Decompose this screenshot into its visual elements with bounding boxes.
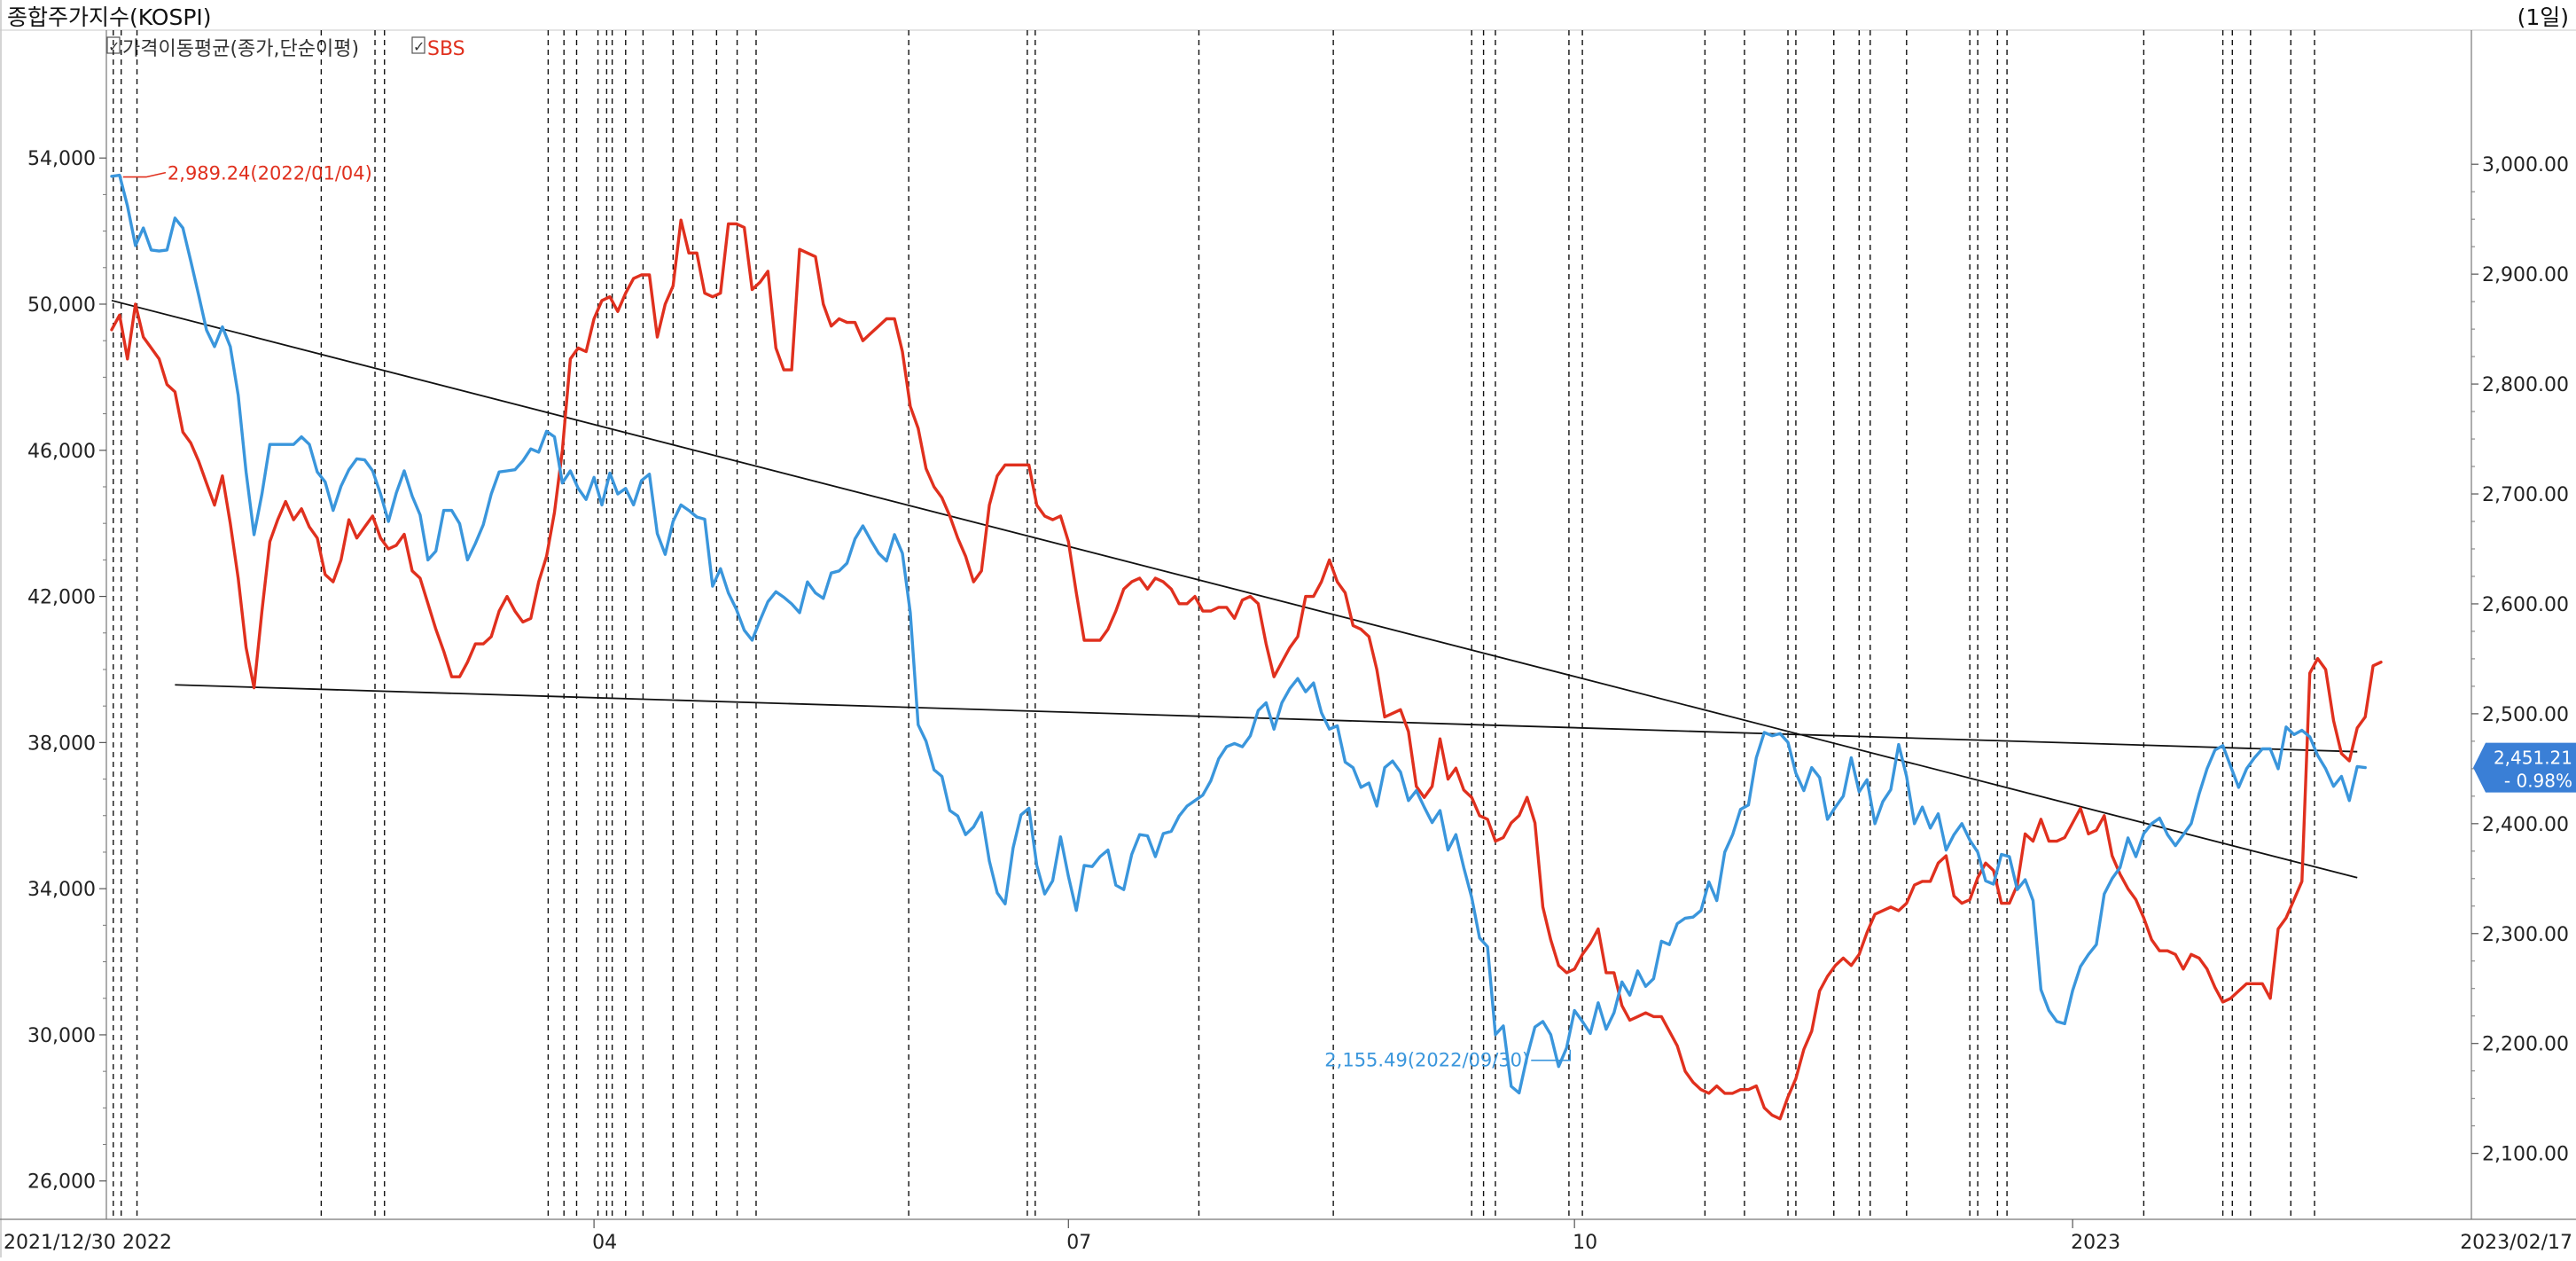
last-value-badge-shape [2473, 742, 2576, 793]
x-tick-label: 04 [592, 1232, 617, 1254]
series-lines [110, 173, 2383, 1121]
right-axis: 2,100.00 2,200.00 2,300.00 2,400.00 2,500.00… [2471, 154, 2569, 1166]
right-tick-label: 2,400.00 [2482, 814, 2569, 836]
right-tick-label: 2,600.00 [2482, 594, 2569, 616]
left-tick-label: 30,000 [27, 1025, 96, 1047]
last-value-text: 2,451.21 [2494, 748, 2572, 769]
left-tick-label: 46,000 [27, 441, 96, 463]
x-tick-label: 2021/12/30 [4, 1232, 116, 1254]
x-tick-label: 07 [1066, 1232, 1091, 1254]
right-tick-label: 2,700.00 [2482, 484, 2569, 506]
legend-sbs-label: SBS [427, 38, 465, 60]
left-tick-label: 26,000 [27, 1171, 96, 1194]
x-tick-label: 2022 [122, 1232, 172, 1254]
left-axis: 26,000 30,000 34,000 38,000 42,000 46,000 50,0… [27, 148, 106, 1194]
right-tick-label: 2,100.00 [2482, 1144, 2569, 1166]
right-tick-label: 2,200.00 [2482, 1034, 2569, 1056]
period-label: (1일) [2517, 4, 2569, 30]
annotation-low-label: 2,155.49(2022/09/30) [1324, 1050, 1529, 1071]
trendline[interactable] [111, 299, 2358, 879]
right-tick-label: 2,900.00 [2482, 264, 2569, 286]
annotation-high-label: 2,989.24(2022/01/04) [168, 163, 372, 184]
legend-check-mark: ✓ [413, 38, 425, 55]
left-tick-label: 42,000 [27, 587, 96, 609]
right-tick-label: 2,800.00 [2482, 374, 2569, 396]
legend-item-sbs[interactable]: ✓ SBS [411, 36, 465, 60]
x-tick-label: 2023 [2071, 1232, 2120, 1254]
left-tick-label: 50,000 [27, 294, 96, 317]
trendlines [111, 299, 2358, 879]
last-change-text: - 0.98% [2504, 771, 2572, 792]
event-lines [113, 30, 2315, 1219]
legend-moving-average-label: 가격이동평균(종가,단순이평) [122, 38, 359, 60]
left-tick-label: 54,000 [27, 148, 96, 170]
x-tick-label: 2023/02/17 [2460, 1232, 2572, 1254]
legend-check-mark: ✓ [108, 38, 120, 55]
trendline[interactable] [175, 684, 2358, 753]
x-axis: 2021/12/30 2022 04 07 10 2023 2023/02/17 [4, 1219, 2572, 1254]
right-tick-label: 3,000.00 [2482, 154, 2569, 176]
right-tick-label: 2,500.00 [2482, 704, 2569, 726]
x-tick-label: 10 [1573, 1232, 1597, 1254]
kospi-line[interactable] [110, 173, 2367, 1095]
sbs-line[interactable] [110, 218, 2383, 1121]
chart-title: 종합주가지수(KOSPI) [7, 4, 212, 30]
legend-checkbox-icon[interactable] [411, 36, 425, 54]
left-tick-label: 34,000 [27, 879, 96, 901]
annotation-leader [122, 171, 167, 178]
last-value-badge: 2,451.21- 0.98% [2473, 742, 2576, 793]
left-tick-label: 38,000 [27, 732, 96, 755]
annotation-leader [1531, 1049, 1572, 1061]
right-tick-label: 2,300.00 [2482, 924, 2569, 946]
annotations: 2,989.24(2022/01/04) 2,155.49(2022/09/30) [122, 163, 1572, 1071]
